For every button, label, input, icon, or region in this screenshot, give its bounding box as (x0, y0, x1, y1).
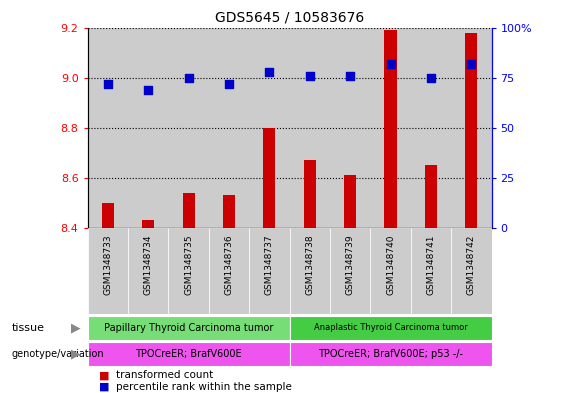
Bar (182, 193, 194, 228)
Text: TPOCreER; BrafV600E: TPOCreER; BrafV600E (135, 349, 242, 359)
Text: GSM1348733: GSM1348733 (103, 235, 112, 296)
Bar (304, 160, 316, 228)
Text: GSM1348734: GSM1348734 (144, 235, 153, 296)
Bar (466, 33, 477, 228)
Bar (223, 195, 235, 228)
Bar (142, 220, 154, 228)
Bar (411, 228, 451, 314)
Point (305, 72, 314, 79)
Text: GSM1348735: GSM1348735 (184, 235, 193, 296)
Text: TPOCreER; BrafV600E; p53 -/-: TPOCreER; BrafV600E; p53 -/- (318, 349, 463, 359)
Point (467, 61, 476, 67)
Text: genotype/variation: genotype/variation (11, 349, 104, 359)
Bar (290, 228, 330, 314)
Bar (289, 316, 492, 340)
Bar (451, 228, 492, 314)
Bar (102, 203, 114, 228)
Bar (249, 28, 289, 228)
Bar (249, 228, 289, 314)
Point (184, 75, 193, 81)
Bar (385, 30, 397, 228)
Point (427, 75, 436, 81)
Point (346, 72, 355, 79)
Bar (289, 342, 492, 366)
Text: Anaplastic Thyroid Carcinoma tumor: Anaplastic Thyroid Carcinoma tumor (314, 323, 467, 332)
Bar (209, 28, 249, 228)
Bar (88, 316, 289, 340)
Point (144, 86, 153, 93)
Text: ■: ■ (99, 382, 110, 392)
Point (386, 61, 395, 67)
Text: GSM1348740: GSM1348740 (386, 235, 395, 296)
Bar (290, 28, 330, 228)
Text: tissue: tissue (11, 323, 44, 333)
Text: GSM1348742: GSM1348742 (467, 235, 476, 295)
Bar (128, 228, 168, 314)
Bar (344, 175, 356, 228)
Bar (128, 28, 168, 228)
Text: GSM1348737: GSM1348737 (265, 235, 274, 296)
Text: ▶: ▶ (71, 321, 81, 334)
Text: GSM1348739: GSM1348739 (346, 235, 355, 296)
Text: GSM1348736: GSM1348736 (224, 235, 233, 296)
Bar (88, 228, 128, 314)
Bar (451, 28, 492, 228)
Bar (168, 28, 209, 228)
Bar (88, 28, 128, 228)
Text: ■: ■ (99, 370, 110, 380)
Bar (330, 228, 371, 314)
Bar (88, 342, 289, 366)
Bar (263, 128, 275, 228)
Text: GSM1348738: GSM1348738 (305, 235, 314, 296)
Bar (371, 28, 411, 228)
Point (224, 81, 233, 87)
Text: GSM1348741: GSM1348741 (427, 235, 436, 296)
Bar (330, 28, 371, 228)
Text: Papillary Thyroid Carcinoma tumor: Papillary Thyroid Carcinoma tumor (104, 323, 273, 333)
Bar (209, 228, 249, 314)
Bar (425, 165, 437, 228)
Bar (371, 228, 411, 314)
Text: percentile rank within the sample: percentile rank within the sample (116, 382, 292, 392)
Bar (168, 228, 209, 314)
Bar (411, 28, 451, 228)
Point (265, 68, 274, 75)
Text: ▶: ▶ (71, 347, 81, 361)
Title: GDS5645 / 10583676: GDS5645 / 10583676 (215, 11, 364, 25)
Point (103, 81, 112, 87)
Text: transformed count: transformed count (116, 370, 213, 380)
